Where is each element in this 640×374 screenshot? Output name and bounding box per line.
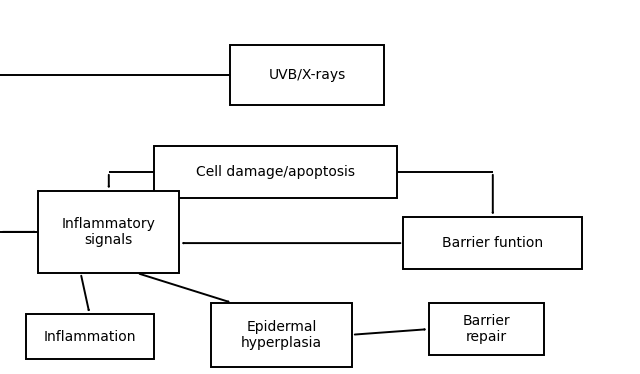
FancyBboxPatch shape — [211, 303, 352, 367]
Text: Epidermal
hyperplasia: Epidermal hyperplasia — [241, 320, 322, 350]
FancyBboxPatch shape — [38, 191, 179, 273]
FancyBboxPatch shape — [403, 217, 582, 269]
FancyBboxPatch shape — [230, 45, 384, 105]
Text: UVB/X-rays: UVB/X-rays — [269, 68, 346, 82]
FancyBboxPatch shape — [26, 314, 154, 359]
Text: Cell damage/apoptosis: Cell damage/apoptosis — [196, 165, 355, 179]
Text: Inflammation: Inflammation — [44, 329, 136, 344]
Text: Inflammatory
signals: Inflammatory signals — [62, 217, 156, 247]
FancyBboxPatch shape — [429, 303, 544, 355]
Text: Barrier
repair: Barrier repair — [463, 314, 510, 344]
FancyBboxPatch shape — [154, 146, 397, 198]
Text: Barrier funtion: Barrier funtion — [442, 236, 543, 250]
